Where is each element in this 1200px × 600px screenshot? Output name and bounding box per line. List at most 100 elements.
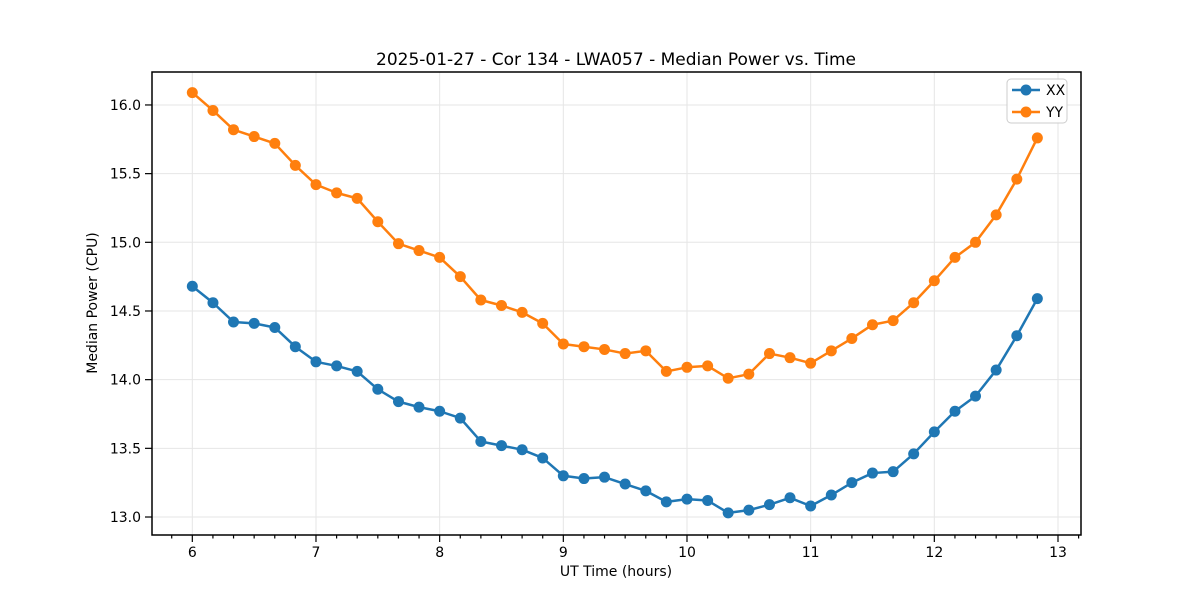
series-layer [186, 87, 1043, 519]
data-point-marker [289, 159, 301, 171]
data-point-marker [722, 507, 734, 519]
x-tick-label: 6 [188, 545, 197, 561]
data-point-marker [784, 492, 796, 504]
x-tick-label: 11 [802, 545, 820, 561]
data-point-marker [392, 238, 404, 250]
data-point-marker [702, 360, 714, 372]
data-point-marker [825, 489, 837, 501]
plot-border [151, 71, 1082, 536]
data-point-marker [970, 390, 982, 402]
data-point-marker [763, 348, 775, 360]
data-point-marker [475, 294, 487, 306]
legend-label-xx: XX [1046, 83, 1066, 99]
data-point-marker [495, 299, 507, 311]
y-axis-label: Median Power (CPU) [85, 232, 101, 374]
data-point-marker [990, 364, 1002, 376]
data-point-marker [784, 352, 796, 364]
data-point-marker [846, 332, 858, 344]
series-xx [186, 280, 1043, 519]
data-point-marker [1011, 173, 1023, 185]
data-point-marker [866, 467, 878, 479]
data-point-marker [599, 471, 610, 483]
data-point-marker [331, 187, 343, 199]
data-point-marker [310, 179, 322, 191]
data-point-marker [619, 348, 631, 360]
x-tick-label: 9 [559, 545, 568, 561]
data-point-marker [763, 499, 775, 511]
data-point-marker [413, 401, 425, 413]
y-tick-label: 13.0 [110, 510, 141, 526]
data-point-marker [846, 477, 858, 489]
x-tick-label: 7 [312, 545, 321, 561]
data-point-marker [743, 504, 755, 516]
data-point-marker [599, 343, 610, 355]
data-point-marker [454, 412, 466, 424]
data-point-marker [392, 396, 404, 408]
data-point-marker [557, 338, 569, 350]
data-point-marker [516, 306, 528, 318]
data-point-marker [743, 368, 755, 380]
data-point-marker [454, 271, 466, 283]
y-tick-label: 15.5 [110, 167, 141, 183]
grid-layer [152, 72, 1081, 535]
x-tick-label: 13 [1049, 545, 1067, 561]
data-point-marker [578, 341, 590, 353]
data-point-marker [970, 236, 982, 248]
data-point-marker [928, 275, 940, 287]
data-point-marker [660, 496, 672, 508]
legend-sample-marker-xx [1020, 84, 1032, 96]
data-point-marker [805, 500, 817, 512]
data-point-marker [434, 405, 446, 417]
data-point-marker [557, 470, 569, 482]
x-axis-label: UT Time (hours) [560, 564, 672, 580]
data-point-marker [660, 365, 672, 377]
data-point-marker [619, 478, 631, 490]
data-point-marker [866, 319, 878, 331]
data-point-marker [228, 124, 239, 136]
data-point-marker [722, 372, 734, 384]
data-point-marker [640, 345, 652, 357]
data-point-marker [475, 435, 487, 447]
y-tick-label: 15.0 [110, 235, 141, 251]
data-point-marker [949, 405, 961, 417]
data-point-marker [372, 383, 384, 395]
data-point-marker [186, 87, 198, 99]
y-tick-label: 14.0 [110, 373, 141, 389]
x-tick-label: 10 [678, 545, 696, 561]
data-point-marker [495, 440, 507, 452]
data-point-marker [269, 321, 281, 333]
data-point-marker [207, 297, 219, 309]
data-point-marker [1011, 330, 1023, 342]
x-tick-label: 8 [435, 545, 444, 561]
legend: XX YY [1006, 78, 1068, 124]
x-tick-label: 12 [925, 545, 943, 561]
data-point-marker [310, 356, 322, 368]
data-point-marker [908, 297, 920, 309]
data-point-marker [702, 495, 714, 507]
data-point-marker [351, 365, 363, 377]
data-point-marker [516, 444, 528, 456]
data-point-marker [887, 315, 899, 327]
data-point-marker [269, 137, 281, 149]
data-point-marker [578, 473, 590, 485]
data-point-marker [805, 357, 817, 369]
data-point-marker [908, 448, 920, 460]
data-point-marker [413, 245, 425, 257]
data-point-marker [1031, 293, 1043, 305]
axis-ticks: 6 7 8 9 10 11 12 13 13.0 13.5 14.0 14.5 15.0 15.5 16.0 [110, 98, 1080, 561]
data-point-marker [248, 317, 260, 329]
data-point-marker [681, 493, 693, 505]
y-tick-label: 16.0 [110, 98, 141, 114]
chart-title: 2025-01-27 - Cor 134 - LWA057 - Median P… [376, 50, 856, 70]
data-point-marker [434, 251, 446, 263]
data-point-marker [537, 317, 549, 329]
legend-label-yy: YY [1045, 105, 1064, 121]
data-point-marker [640, 485, 652, 497]
data-point-marker [1031, 132, 1043, 144]
legend-sample-marker-yy [1020, 106, 1032, 118]
data-point-marker [228, 316, 239, 328]
data-point-marker [825, 345, 837, 357]
data-point-marker [928, 426, 940, 438]
data-point-marker [537, 452, 549, 464]
data-point-marker [248, 131, 260, 143]
